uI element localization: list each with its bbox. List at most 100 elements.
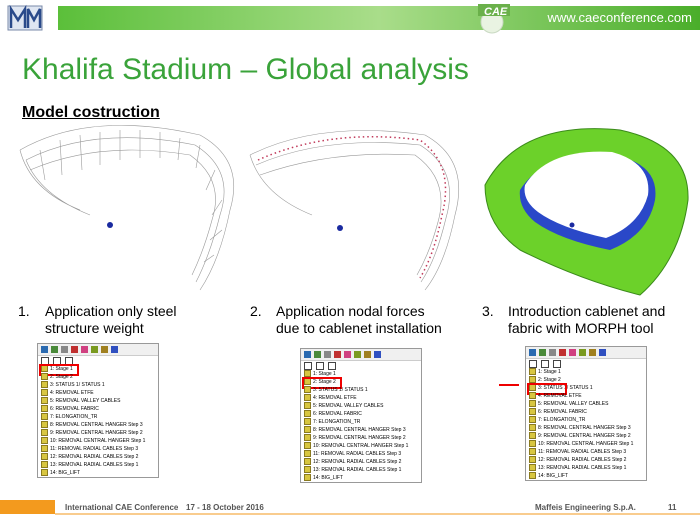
tree-item: 4: REMOVAL ETFE	[526, 392, 646, 400]
item-icon	[529, 368, 536, 376]
item-label: 9: REMOVAL CENTRAL HANGER Step 2	[313, 435, 406, 441]
checkbox	[328, 362, 336, 370]
item-icon	[304, 466, 311, 474]
item-icon	[529, 432, 536, 440]
item-label: 10: REMOVAL CENTRAL HANGER Step 1	[50, 438, 146, 444]
item-icon	[304, 394, 311, 402]
item-label: 1: Stage 1	[50, 366, 73, 372]
tree-item: 7: ELONGATION_TR	[38, 413, 158, 421]
item-icon	[529, 376, 536, 384]
item-icon	[41, 373, 48, 381]
toolbar-icon	[304, 351, 311, 358]
item-label: 7: ELONGATION_TR	[50, 414, 98, 420]
item-icon	[304, 442, 311, 450]
toolbar-icon	[111, 346, 118, 353]
item-label: 8: REMOVAL CENTRAL HANGER Step 3	[313, 427, 406, 433]
item-icon	[41, 445, 48, 453]
item-label: 11: REMOVAL RADIAL CABLES Step 3	[50, 446, 139, 452]
item-icon	[41, 405, 48, 413]
toolbar-icon	[81, 346, 88, 353]
item-icon	[41, 397, 48, 405]
item-label: 6: REMOVAL FABRIC	[538, 409, 587, 415]
toolbar-icon	[71, 346, 78, 353]
logo-text: CAE	[484, 6, 508, 18]
toolbar	[38, 344, 158, 356]
toolbar-icon	[314, 351, 321, 358]
item-label: 10: REMOVAL CENTRAL HANGER Step 1	[538, 441, 634, 447]
tree-item: 7: ELONGATION_TR	[526, 416, 646, 424]
item-icon	[304, 386, 311, 394]
footer-bar	[0, 500, 55, 514]
tree-item: 5: REMOVAL VALLEY CABLES	[301, 402, 421, 410]
checkbox	[553, 360, 561, 368]
item-label: 11: REMOVAL RADIAL CABLES Step 3	[538, 449, 627, 455]
header-bar	[58, 6, 700, 30]
toolbar-icon	[91, 346, 98, 353]
toolbar-icon	[344, 351, 351, 358]
red-arrow	[499, 384, 519, 386]
step-text: structure weight	[45, 320, 144, 336]
item-label: 4: REMOVAL ETFE	[538, 393, 582, 399]
item-label: 2: Stage 2	[313, 379, 336, 385]
item-label: 9: REMOVAL CENTRAL HANGER Step 2	[50, 430, 143, 436]
toolbar-icon	[354, 351, 361, 358]
footer-conference: International CAE Conference	[65, 503, 179, 512]
item-icon	[41, 421, 48, 429]
item-icon	[529, 408, 536, 416]
tree-item: 11: REMOVAL RADIAL CABLES Step 3	[526, 448, 646, 456]
checkbox	[316, 362, 324, 370]
item-label: 6: REMOVAL FABRIC	[313, 411, 362, 417]
item-label: 12: REMOVAL RADIAL CABLES Step 2	[50, 454, 139, 460]
footer-dates: 17 - 18 October 2016	[186, 503, 264, 512]
item-icon	[304, 426, 311, 434]
toolbar-icon	[579, 349, 586, 356]
subtitle: Model costruction	[22, 104, 160, 121]
item-icon	[41, 437, 48, 445]
tree-item: 6: REMOVAL FABRIC	[38, 405, 158, 413]
tree-item: 4: REMOVAL ETFE	[38, 389, 158, 397]
tree-item: 6: REMOVAL FABRIC	[526, 408, 646, 416]
step-text: Application nodal forces	[276, 303, 425, 319]
page-number: 11	[668, 503, 677, 512]
item-icon	[41, 389, 48, 397]
tree-item: 12: REMOVAL RADIAL CABLES Step 2	[526, 456, 646, 464]
item-label: 4: REMOVAL ETFE	[313, 395, 357, 401]
toolbar-icon	[569, 349, 576, 356]
item-label: 2: Stage 2	[50, 374, 73, 380]
item-label: 5: REMOVAL VALLEY CABLES	[538, 401, 609, 407]
tree-item: 13: REMOVAL RADIAL CABLES Step 1	[301, 466, 421, 474]
tree-item: 5: REMOVAL VALLEY CABLES	[526, 400, 646, 408]
tree-item: 14: BIG_LIFT	[301, 474, 421, 482]
tree-item: 10: REMOVAL CENTRAL HANGER Step 1	[301, 442, 421, 450]
highlight-box	[527, 383, 567, 395]
item-icon	[529, 392, 536, 400]
toolbar	[526, 347, 646, 359]
tree-item: 2: Stage 2	[526, 376, 646, 384]
tree-item: 9: REMOVAL CENTRAL HANGER Step 2	[38, 429, 158, 437]
item-icon	[529, 472, 536, 480]
item-icon	[529, 448, 536, 456]
item-icon	[529, 424, 536, 432]
item-label: 1: Stage 1	[313, 371, 336, 377]
toolbar-icon	[364, 351, 371, 358]
item-label: 8: REMOVAL CENTRAL HANGER Step 3	[50, 422, 143, 428]
item-icon	[41, 381, 48, 389]
item-label: 3: STATUS 1/ STATUS 1	[313, 387, 368, 393]
checkbox	[541, 360, 549, 368]
model-forces	[249, 130, 460, 291]
checkbox	[304, 362, 312, 370]
toolbar-icon	[324, 351, 331, 358]
item-icon	[304, 450, 311, 458]
checkbox-row	[301, 361, 421, 370]
item-label: 9: REMOVAL CENTRAL HANGER Step 2	[538, 433, 631, 439]
tree-item: 5: REMOVAL VALLEY CABLES	[38, 397, 158, 405]
tree-panel: 1: Stage 1 2: Stage 2 3: STATUS 1/ STATUS …	[525, 346, 647, 481]
item-label: 14: BIG_LIFT	[50, 470, 81, 476]
step-text: fabric with MORPH tool	[508, 320, 654, 336]
step-text: due to cablenet installation	[276, 320, 442, 336]
tree-item: 2: Stage 2	[38, 373, 158, 381]
highlight-box	[39, 364, 79, 376]
tree-item: 12: REMOVAL RADIAL CABLES Step 2	[38, 453, 158, 461]
tree-item: 11: REMOVAL RADIAL CABLES Step 3	[38, 445, 158, 453]
tree-item: 9: REMOVAL CENTRAL HANGER Step 2	[526, 432, 646, 440]
